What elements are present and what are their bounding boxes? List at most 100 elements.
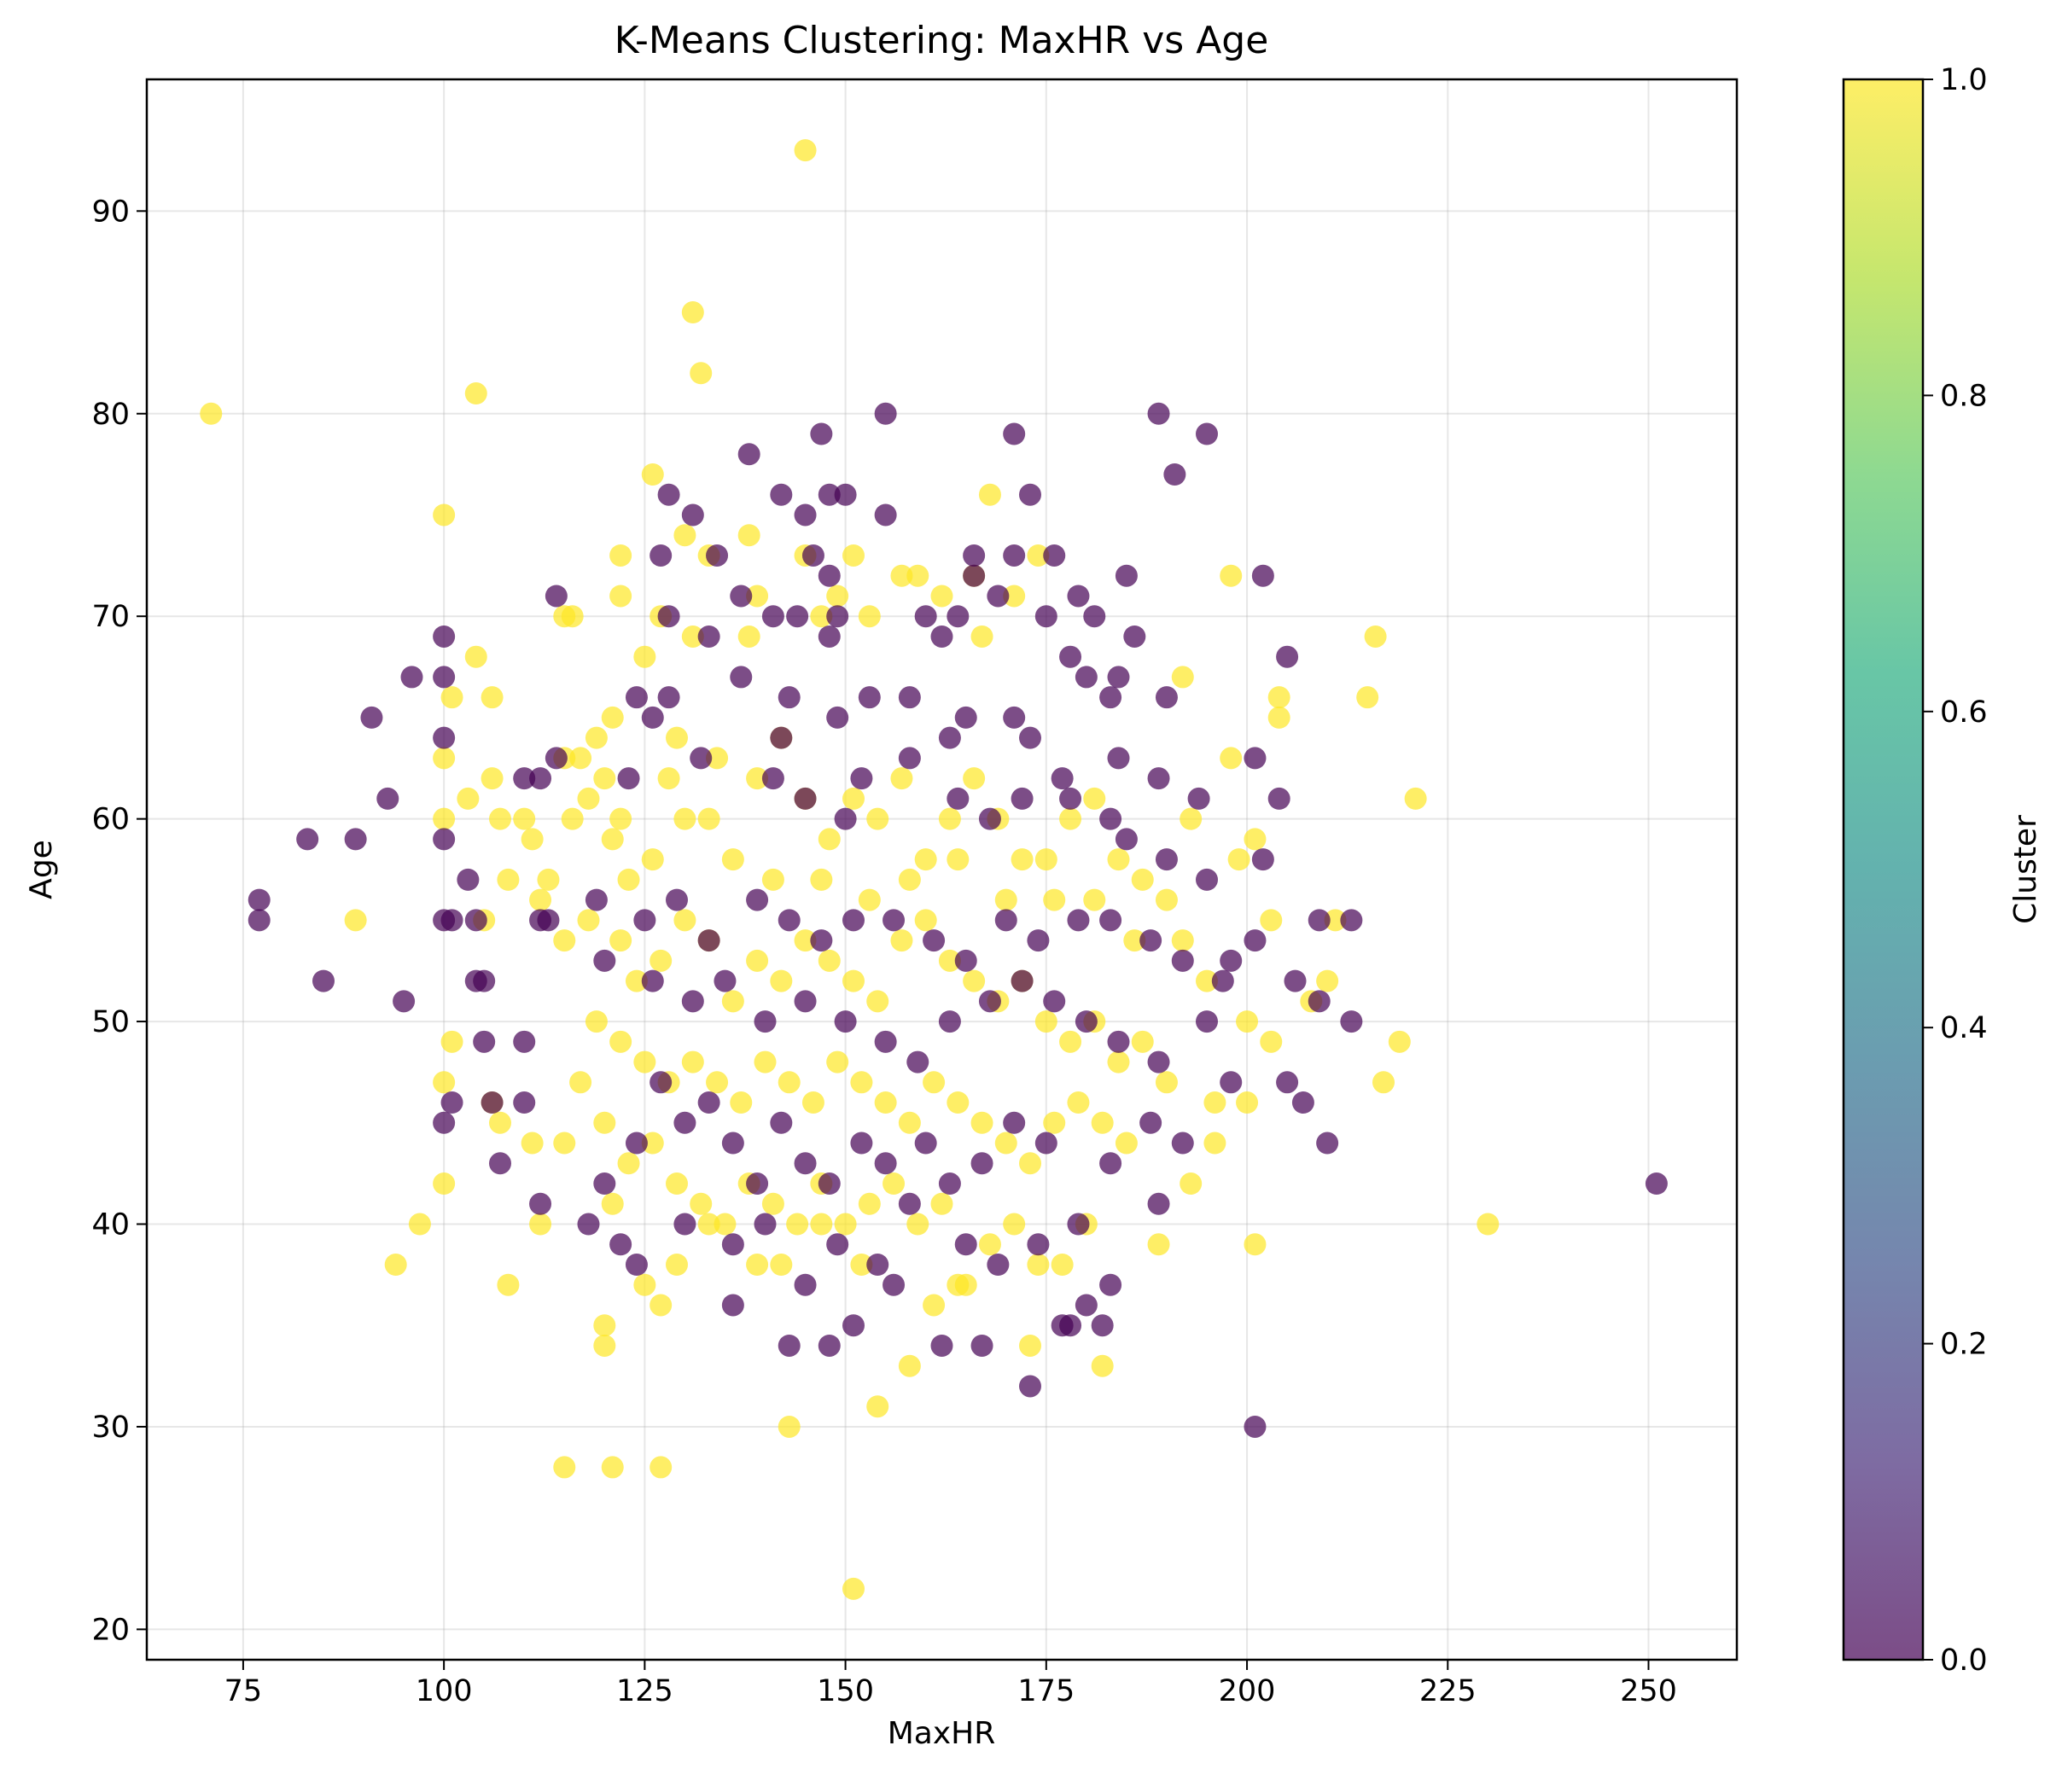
data-point-cluster-1 bbox=[1477, 1213, 1500, 1236]
plot-area-frame bbox=[145, 78, 1739, 1661]
data-point-cluster-1 bbox=[1034, 1010, 1057, 1033]
data-point-cluster-1 bbox=[1180, 1172, 1203, 1196]
data-point-cluster-1 bbox=[898, 1354, 921, 1377]
data-point-cluster-0 bbox=[1083, 605, 1106, 628]
data-point-cluster-1 bbox=[690, 362, 713, 385]
data-point-cluster-0 bbox=[810, 422, 833, 445]
data-point-cluster-0 bbox=[577, 1213, 600, 1236]
data-point-cluster-1 bbox=[746, 949, 769, 972]
data-point-cluster-0 bbox=[721, 1294, 744, 1317]
data-point-cluster-0 bbox=[585, 888, 608, 911]
data-point-cluster-1 bbox=[593, 1314, 616, 1337]
data-point-cluster-1 bbox=[1196, 969, 1218, 992]
data-point-cluster-0 bbox=[1027, 1233, 1050, 1256]
data-point-cluster-0 bbox=[296, 828, 319, 851]
data-point-cluster-0 bbox=[433, 726, 456, 749]
data-point-cluster-1 bbox=[778, 1071, 801, 1094]
x-tick-label: 125 bbox=[616, 1674, 673, 1708]
data-point-cluster-1 bbox=[440, 686, 463, 709]
data-point-cluster-0 bbox=[464, 909, 487, 932]
data-point-cluster-1 bbox=[706, 747, 729, 770]
data-point-cluster-0 bbox=[1244, 747, 1267, 770]
data-point-cluster-1 bbox=[553, 605, 576, 628]
data-point-cluster-1 bbox=[433, 1172, 456, 1196]
data-point-cluster-0 bbox=[1291, 1091, 1314, 1114]
data-point-cluster-0 bbox=[1244, 1415, 1267, 1438]
data-point-cluster-1 bbox=[818, 949, 841, 972]
data-point-cluster-1 bbox=[801, 1091, 824, 1114]
data-point-cluster-0 bbox=[754, 1213, 777, 1236]
data-point-cluster-0 bbox=[754, 1010, 777, 1033]
data-point-cluster-0 bbox=[697, 1091, 720, 1114]
data-point-cluster-1 bbox=[866, 1395, 889, 1418]
data-point-cluster-0 bbox=[938, 1010, 961, 1033]
data-point-cluster-0 bbox=[248, 909, 271, 932]
data-point-cluster-1 bbox=[1227, 848, 1250, 871]
data-point-cluster-1 bbox=[1244, 1233, 1267, 1256]
data-point-cluster-0 bbox=[1051, 1314, 1074, 1337]
data-point-cluster-0 bbox=[818, 483, 841, 506]
data-point-cluster-0 bbox=[529, 1192, 552, 1215]
data-point-cluster-1 bbox=[1203, 1132, 1226, 1155]
chart-title: K-Means Clustering: MaxHR vs Age bbox=[615, 19, 1269, 62]
data-point-cluster-1 bbox=[673, 807, 696, 830]
data-point-cluster-1 bbox=[481, 686, 504, 709]
data-point-cluster-0 bbox=[834, 807, 857, 830]
data-point-cluster-0 bbox=[874, 402, 897, 425]
data-point-cluster-0 bbox=[1099, 1152, 1122, 1175]
data-point-cluster-1 bbox=[923, 1294, 946, 1317]
data-point-cluster-0 bbox=[1147, 402, 1170, 425]
data-point-cluster-0 bbox=[657, 686, 680, 709]
data-point-cluster-1 bbox=[489, 807, 511, 830]
data-point-cluster-1 bbox=[1107, 848, 1130, 871]
data-point-cluster-0 bbox=[650, 544, 673, 567]
data-point-cluster-0 bbox=[1115, 828, 1138, 851]
data-point-cluster-1 bbox=[609, 807, 632, 830]
data-point-cluster-1 bbox=[577, 787, 600, 810]
x-tick-label: 225 bbox=[1419, 1674, 1477, 1708]
data-point-cluster-0 bbox=[1244, 929, 1267, 952]
data-point-cluster-0 bbox=[930, 1334, 953, 1357]
data-point-cluster-1 bbox=[625, 969, 648, 992]
data-point-cluster-1 bbox=[529, 888, 552, 911]
data-point-cluster-1 bbox=[1180, 807, 1203, 830]
data-point-cluster-1 bbox=[1131, 1030, 1154, 1053]
data-point-cluster-0 bbox=[1251, 564, 1274, 587]
data-point-cluster-1 bbox=[593, 767, 616, 790]
data-point-cluster-1 bbox=[601, 828, 624, 851]
data-point-cluster-1 bbox=[947, 1091, 970, 1114]
data-point-cluster-0 bbox=[1099, 686, 1122, 709]
data-point-cluster-0 bbox=[954, 706, 977, 729]
data-point-cluster-0 bbox=[1051, 767, 1074, 790]
data-point-cluster-0 bbox=[248, 888, 271, 911]
data-point-cluster-0 bbox=[1043, 990, 1066, 1013]
x-tick-label: 75 bbox=[224, 1674, 263, 1708]
data-point-cluster-0 bbox=[1155, 686, 1178, 709]
data-point-cluster-1 bbox=[673, 909, 696, 932]
data-point-cluster-0 bbox=[1139, 1111, 1162, 1134]
data-point-cluster-1 bbox=[408, 1213, 431, 1236]
data-point-cluster-0 bbox=[794, 503, 817, 527]
data-point-cluster-0 bbox=[1115, 564, 1138, 587]
data-point-cluster-0 bbox=[994, 909, 1017, 932]
data-point-cluster-1 bbox=[593, 1334, 616, 1357]
data-point-cluster-1 bbox=[978, 483, 1001, 506]
data-point-cluster-1 bbox=[537, 868, 560, 891]
data-point-cluster-1 bbox=[1220, 564, 1243, 587]
data-point-cluster-0 bbox=[545, 585, 568, 608]
data-point-cluster-0 bbox=[1107, 747, 1130, 770]
data-point-cluster-0 bbox=[1034, 1132, 1057, 1155]
data-point-cluster-1 bbox=[810, 605, 833, 628]
data-point-cluster-0 bbox=[954, 949, 977, 972]
data-point-cluster-1 bbox=[585, 1010, 608, 1033]
y-tick-label: 20 bbox=[91, 1613, 130, 1647]
data-point-cluster-1 bbox=[810, 868, 833, 891]
data-point-cluster-1 bbox=[970, 625, 993, 648]
data-point-cluster-1 bbox=[384, 1254, 407, 1276]
data-point-cluster-1 bbox=[786, 1213, 809, 1236]
data-point-cluster-1 bbox=[914, 848, 937, 871]
data-point-cluster-0 bbox=[770, 1111, 793, 1134]
data-point-cluster-0 bbox=[914, 605, 937, 628]
data-point-cluster-1 bbox=[609, 1030, 632, 1053]
data-point-cluster-0 bbox=[1147, 1050, 1170, 1073]
